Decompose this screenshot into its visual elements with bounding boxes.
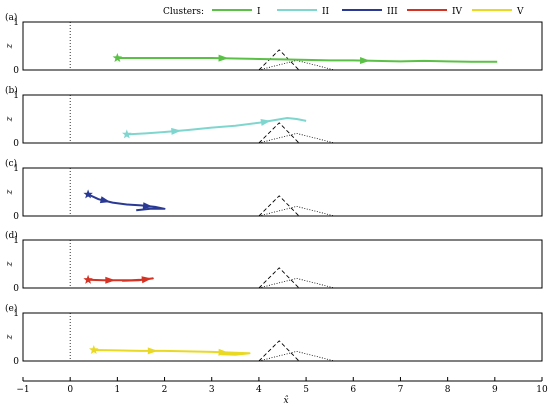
dashed-hill-profile [258, 267, 300, 289]
x-tick-label: 7 [398, 385, 404, 395]
trajectory-ii [126, 117, 307, 136]
panel-frame [22, 21, 543, 71]
x-tick-label: 8 [445, 385, 451, 395]
panel-d: (d) 0 1 z [5, 230, 543, 294]
x-tick-label: −1 [16, 385, 29, 395]
direction-arrow [141, 276, 152, 284]
y-tick-label: 1 [13, 91, 19, 101]
panel-label: (e) [5, 303, 17, 314]
x-tick-label: 1 [114, 385, 120, 395]
trajectory-i [117, 57, 498, 63]
y-axis-label: z [5, 43, 15, 49]
y-tick-label: 0 [13, 284, 19, 294]
y-tick-label: 1 [13, 236, 19, 246]
panel-frame [22, 239, 543, 289]
legend-label-ii: II [322, 7, 330, 17]
direction-arrow [99, 196, 111, 204]
x-tick-label: 6 [350, 385, 356, 395]
panel-frame [22, 312, 543, 362]
y-tick-label: 1 [13, 309, 19, 319]
legend: Clusters: I II III IV V [163, 7, 524, 17]
dotted-hill-profile [258, 277, 335, 289]
y-axis-label: z [5, 261, 15, 267]
legend-label-v: V [516, 7, 524, 17]
y-tick-label: 1 [13, 18, 19, 28]
start-marker-star [112, 53, 123, 62]
y-tick-label: 0 [13, 139, 19, 149]
panel-frame [22, 94, 543, 144]
dashed-hill-profile [258, 340, 300, 362]
direction-arrow [260, 119, 271, 126]
start-marker-star [89, 345, 99, 354]
start-marker-star [83, 274, 93, 284]
start-marker-star [122, 129, 132, 139]
panel-label: (c) [5, 158, 17, 169]
panel-e: (e) 0 1 z [5, 303, 543, 367]
y-axis-label: z [5, 334, 15, 340]
panel-frame [22, 167, 543, 217]
legend-title: Clusters: [163, 7, 204, 17]
y-tick-label: 1 [13, 164, 19, 174]
dotted-hill-profile [258, 59, 335, 71]
panel-label: (d) [5, 230, 18, 241]
x-tick-label: 4 [256, 385, 262, 395]
x-tick-label: 2 [162, 385, 168, 395]
panel-label: (b) [5, 85, 18, 96]
legend-label-iii: III [387, 7, 398, 17]
y-tick-label: 0 [13, 212, 19, 222]
x-tick-label: 0 [67, 385, 73, 395]
y-tick-label: 0 [13, 66, 19, 76]
y-tick-label: 0 [13, 357, 19, 367]
direction-arrow [105, 276, 116, 284]
dashed-hill-profile [258, 122, 300, 144]
x-tick-label: 9 [492, 385, 498, 395]
panel-label: (a) [5, 12, 17, 23]
trajectory-iii [87, 193, 166, 212]
dashed-hill-profile [258, 195, 300, 217]
direction-arrow [218, 54, 229, 62]
direction-arrow [142, 202, 153, 210]
trajectory-v [93, 349, 251, 356]
panel-b: (b) 0 1 z [5, 85, 543, 149]
dotted-hill-profile [258, 205, 335, 217]
dotted-hill-profile [258, 132, 335, 144]
dashed-hill-profile [258, 49, 300, 71]
x-tick-label: 5 [303, 385, 309, 395]
direction-arrow [218, 348, 229, 356]
dotted-hill-profile [258, 350, 335, 362]
panel-a: (a) 0 1 z [5, 12, 543, 76]
y-axis-label: z [5, 189, 15, 195]
x-axis: −1 0 1 2 3 4 5 6 7 8 9 10 [16, 377, 548, 395]
direction-arrow [360, 57, 371, 64]
panel-c: (c) 0 1 z [5, 158, 543, 222]
x-axis-label: x̂ [283, 395, 288, 406]
y-axis-label: z [5, 116, 15, 122]
legend-label-i: I [257, 7, 261, 17]
x-tick-label: 3 [209, 385, 215, 395]
x-tick-label: 10 [536, 385, 548, 395]
direction-arrow [171, 127, 182, 135]
start-marker-star [83, 189, 93, 199]
legend-label-iv: IV [452, 7, 463, 17]
direction-arrow [147, 347, 158, 355]
